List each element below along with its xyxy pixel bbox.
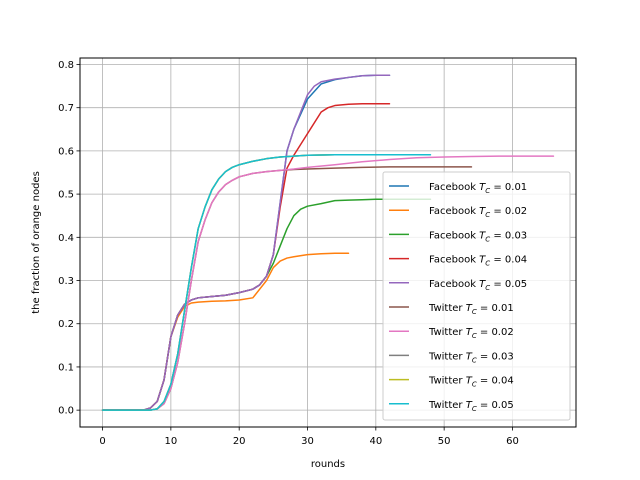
x-tick-label: 30 xyxy=(301,436,314,447)
legend-box xyxy=(382,171,571,421)
series-layer xyxy=(101,74,555,411)
x-tick-label: 60 xyxy=(506,436,519,447)
x-tick-label: 0 xyxy=(99,436,105,447)
x-tick-label: 10 xyxy=(164,436,177,447)
legend-label: Facebook TC = 0.05 xyxy=(429,279,527,292)
y-tick-label: 0.6 xyxy=(58,146,74,157)
series-line-7 xyxy=(101,155,555,411)
y-axis: 0.0 0.1 0.2 0.3 0.4 0.5 0.6 0.7 0.8 xyxy=(58,60,80,417)
x-axis-label: rounds xyxy=(311,459,345,470)
legend-label: Twitter TC = 0.03 xyxy=(428,351,514,364)
y-tick-label: 0.5 xyxy=(58,190,74,201)
legend-label: Facebook TC = 0.03 xyxy=(429,230,527,243)
y-tick-label: 0.1 xyxy=(58,362,74,373)
y-tick-label: 0.0 xyxy=(58,406,74,417)
series-line-5 xyxy=(101,74,391,411)
legend-label: Twitter TC = 0.02 xyxy=(428,327,514,340)
x-tick-label: 50 xyxy=(438,436,451,447)
series-line-10 xyxy=(101,154,432,411)
x-tick-label: 20 xyxy=(233,436,246,447)
y-axis-label: the fraction of orange nodes xyxy=(31,171,42,314)
legend-label: Twitter TC = 0.04 xyxy=(428,376,514,389)
y-tick-label: 0.2 xyxy=(58,319,74,330)
plot-frame xyxy=(79,57,577,428)
y-tick-label: 0.8 xyxy=(58,60,74,71)
legend-label: Twitter TC = 0.05 xyxy=(428,400,514,413)
x-tick-label: 40 xyxy=(369,436,382,447)
legend-label: Facebook TC = 0.04 xyxy=(429,255,527,268)
legend-label: Facebook TC = 0.01 xyxy=(429,182,527,195)
y-tick-label: 0.4 xyxy=(58,233,74,244)
y-tick-label: 0.3 xyxy=(58,276,74,287)
legend: Facebook TC = 0.01 Facebook TC = 0.02 Face… xyxy=(382,171,571,421)
y-tick-label: 0.7 xyxy=(58,103,74,114)
x-axis: 0 10 20 30 40 50 60 xyxy=(99,427,519,447)
legend-label: Facebook TC = 0.02 xyxy=(429,206,527,219)
legend-label: Twitter TC = 0.01 xyxy=(428,303,514,316)
